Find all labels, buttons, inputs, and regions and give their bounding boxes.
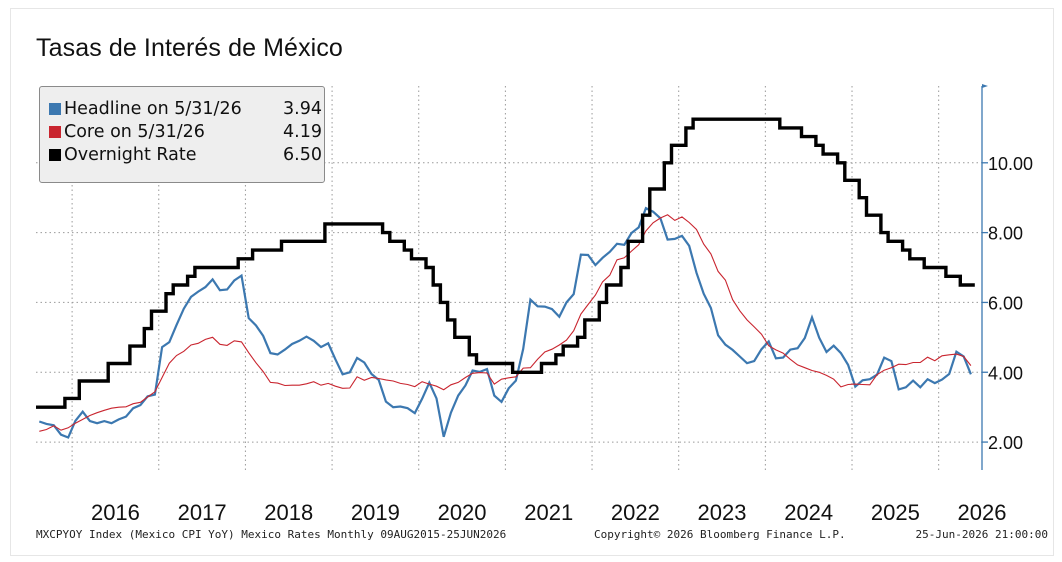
x-tick-label: 2020 [438, 500, 487, 525]
legend-value: 3.94 [283, 98, 322, 119]
copyright-note: Copyright© 2026 Bloomberg Finance L.P. [594, 528, 846, 541]
x-tick-label: 2026 [958, 500, 1007, 525]
legend-label: Headline on 5/31/26 [64, 98, 242, 119]
y-tick-label: 10.00 [988, 154, 1033, 174]
legend-entry-core: Core on 5/31/26 4.19 [49, 120, 324, 143]
x-tick-label: 2017 [178, 500, 227, 525]
x-tick-label: 2024 [784, 500, 833, 525]
timestamp: 25-Jun-2026 21:00:00 [915, 528, 1048, 541]
legend-swatch [49, 102, 61, 115]
chart-legend: Headline on 5/31/26 3.94 Core on 5/31/26… [39, 86, 325, 183]
x-tick-label: 2016 [91, 500, 140, 525]
legend-swatch [49, 125, 61, 138]
y-tick-label: 2.00 [988, 433, 1023, 453]
y-tick-label: 4.00 [988, 363, 1023, 383]
x-tick-label: 2023 [698, 500, 747, 525]
legend-entry-headline: Headline on 5/31/26 3.94 [49, 97, 324, 120]
y-axis-arrow [982, 84, 988, 88]
x-tick-label: 2025 [871, 500, 920, 525]
chart-frame [10, 8, 1054, 556]
series-line-overnight [36, 117, 975, 409]
legend-entry-overnight: Overnight Rate 6.50 [49, 143, 324, 166]
source-note: MXCPYOY Index (Mexico CPI YoY) Mexico Ra… [36, 528, 507, 541]
x-tick-label: 2019 [351, 500, 400, 525]
y-tick-label: 8.00 [988, 224, 1023, 244]
legend-label: Overnight Rate [64, 144, 197, 165]
legend-label: Core on 5/31/26 [64, 121, 205, 142]
y-tick-label: 6.00 [988, 293, 1023, 313]
legend-value: 4.19 [283, 121, 322, 142]
x-tick-label: 2021 [524, 500, 573, 525]
legend-value: 6.50 [283, 144, 322, 165]
series-line-core [39, 214, 972, 432]
legend-swatch [49, 148, 61, 161]
x-tick-label: 2018 [264, 500, 313, 525]
series-line-headline [38, 206, 972, 439]
x-tick-label: 2022 [611, 500, 660, 525]
chart-title: Tasas de Interés de México [36, 34, 343, 62]
